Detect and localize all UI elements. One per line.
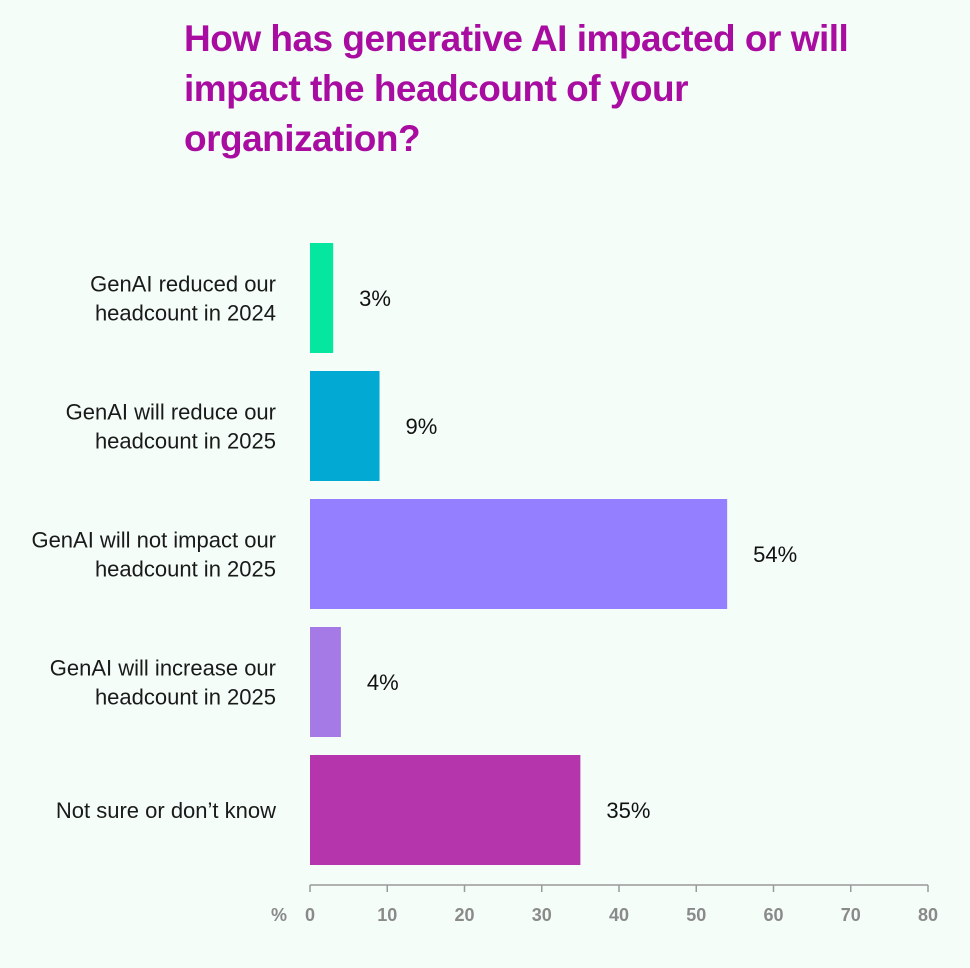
value-label: 35% (606, 798, 650, 823)
x-tick-label: 20 (454, 905, 474, 925)
x-tick-label: 40 (609, 905, 629, 925)
category-label-line: Not sure or don’t know (56, 798, 276, 823)
x-tick-label: 70 (841, 905, 861, 925)
bar (310, 755, 581, 865)
category-label-line: GenAI will not impact our (31, 528, 276, 553)
bar (310, 627, 341, 737)
x-tick-label: 10 (377, 905, 397, 925)
value-label: 3% (359, 286, 391, 311)
value-label: 4% (367, 670, 399, 695)
x-axis-unit: % (271, 905, 287, 925)
category-label: Not sure or don’t know (56, 798, 276, 823)
bar-group: 4% GenAI will increase our headcount in 20… (50, 627, 399, 737)
category-label: GenAI will reduce our headcount in 2025 (66, 400, 276, 454)
category-label: GenAI will not impact our headcount in 20… (31, 528, 276, 582)
value-label: 54% (753, 542, 797, 567)
category-label-line: GenAI reduced our (90, 272, 276, 297)
category-label-line: headcount in 2024 (95, 301, 276, 326)
category-label: GenAI reduced our headcount in 2024 (90, 272, 276, 326)
category-label-line: headcount in 2025 (95, 685, 276, 710)
bar (310, 371, 380, 481)
bar-group: 9% GenAI will reduce our headcount in 2025 (66, 371, 438, 481)
chart-title: How has generative AI impacted or will i… (184, 18, 849, 159)
category-label: GenAI will increase our headcount in 2025 (50, 656, 276, 710)
category-label-line: headcount in 2025 (95, 429, 276, 454)
x-tick-label: 60 (763, 905, 783, 925)
bar-group: 35% Not sure or don’t know (56, 755, 650, 865)
x-tick-label: 0 (305, 905, 315, 925)
x-tick-label: 30 (532, 905, 552, 925)
category-label-line: GenAI will increase our (50, 656, 276, 681)
bar-group: 54% GenAI will not impact our headcount in… (31, 499, 797, 609)
x-tick-label: 50 (686, 905, 706, 925)
bar-group: 3% GenAI reduced our headcount in 2024 (90, 243, 391, 353)
value-label: 9% (406, 414, 438, 439)
category-label-line: headcount in 2025 (95, 557, 276, 582)
bar (310, 243, 334, 353)
bar (310, 499, 728, 609)
category-label-line: GenAI will reduce our (66, 400, 276, 425)
x-tick-label: 80 (918, 905, 938, 925)
